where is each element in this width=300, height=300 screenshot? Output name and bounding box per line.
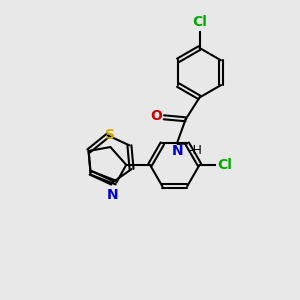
Text: O: O [150, 109, 162, 123]
Text: S: S [105, 128, 116, 142]
Text: Cl: Cl [192, 15, 207, 29]
Text: -H: -H [189, 144, 202, 157]
Text: Cl: Cl [218, 158, 232, 172]
Text: N: N [172, 144, 184, 158]
Text: N: N [106, 188, 118, 202]
